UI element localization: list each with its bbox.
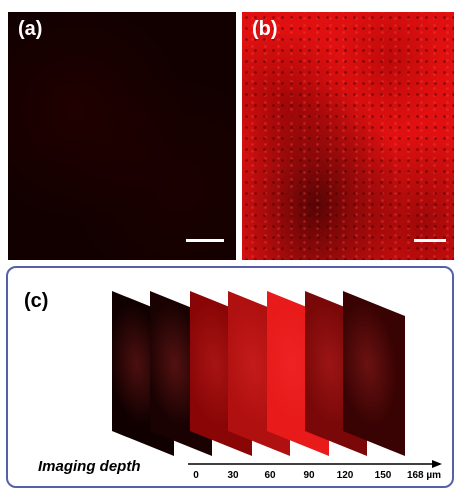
scale-bar-b [414, 239, 446, 242]
depth-slice-6 [343, 291, 405, 457]
depth-tick-4: 120 [336, 470, 354, 481]
panel-a-label: (a) [18, 18, 43, 40]
scale-bar-a [186, 239, 224, 242]
tissue-texture [242, 12, 454, 260]
depth-tick-1: 30 [227, 470, 239, 481]
panel-b-image: (b) [242, 12, 454, 260]
panel-c-label: (c) [24, 290, 49, 312]
imaging-depth-caption: Imaging depth [38, 458, 141, 475]
depth-tick-0: 0 [193, 470, 199, 481]
depth-tick-5: 150 [374, 470, 392, 481]
panel-b-label: (b) [252, 18, 278, 40]
panel-a-image: (a) [8, 12, 236, 260]
depth-tick-3: 90 [303, 470, 315, 481]
depth-tick-6: 168 µm [406, 470, 442, 481]
depth-tick-2: 60 [264, 470, 276, 481]
